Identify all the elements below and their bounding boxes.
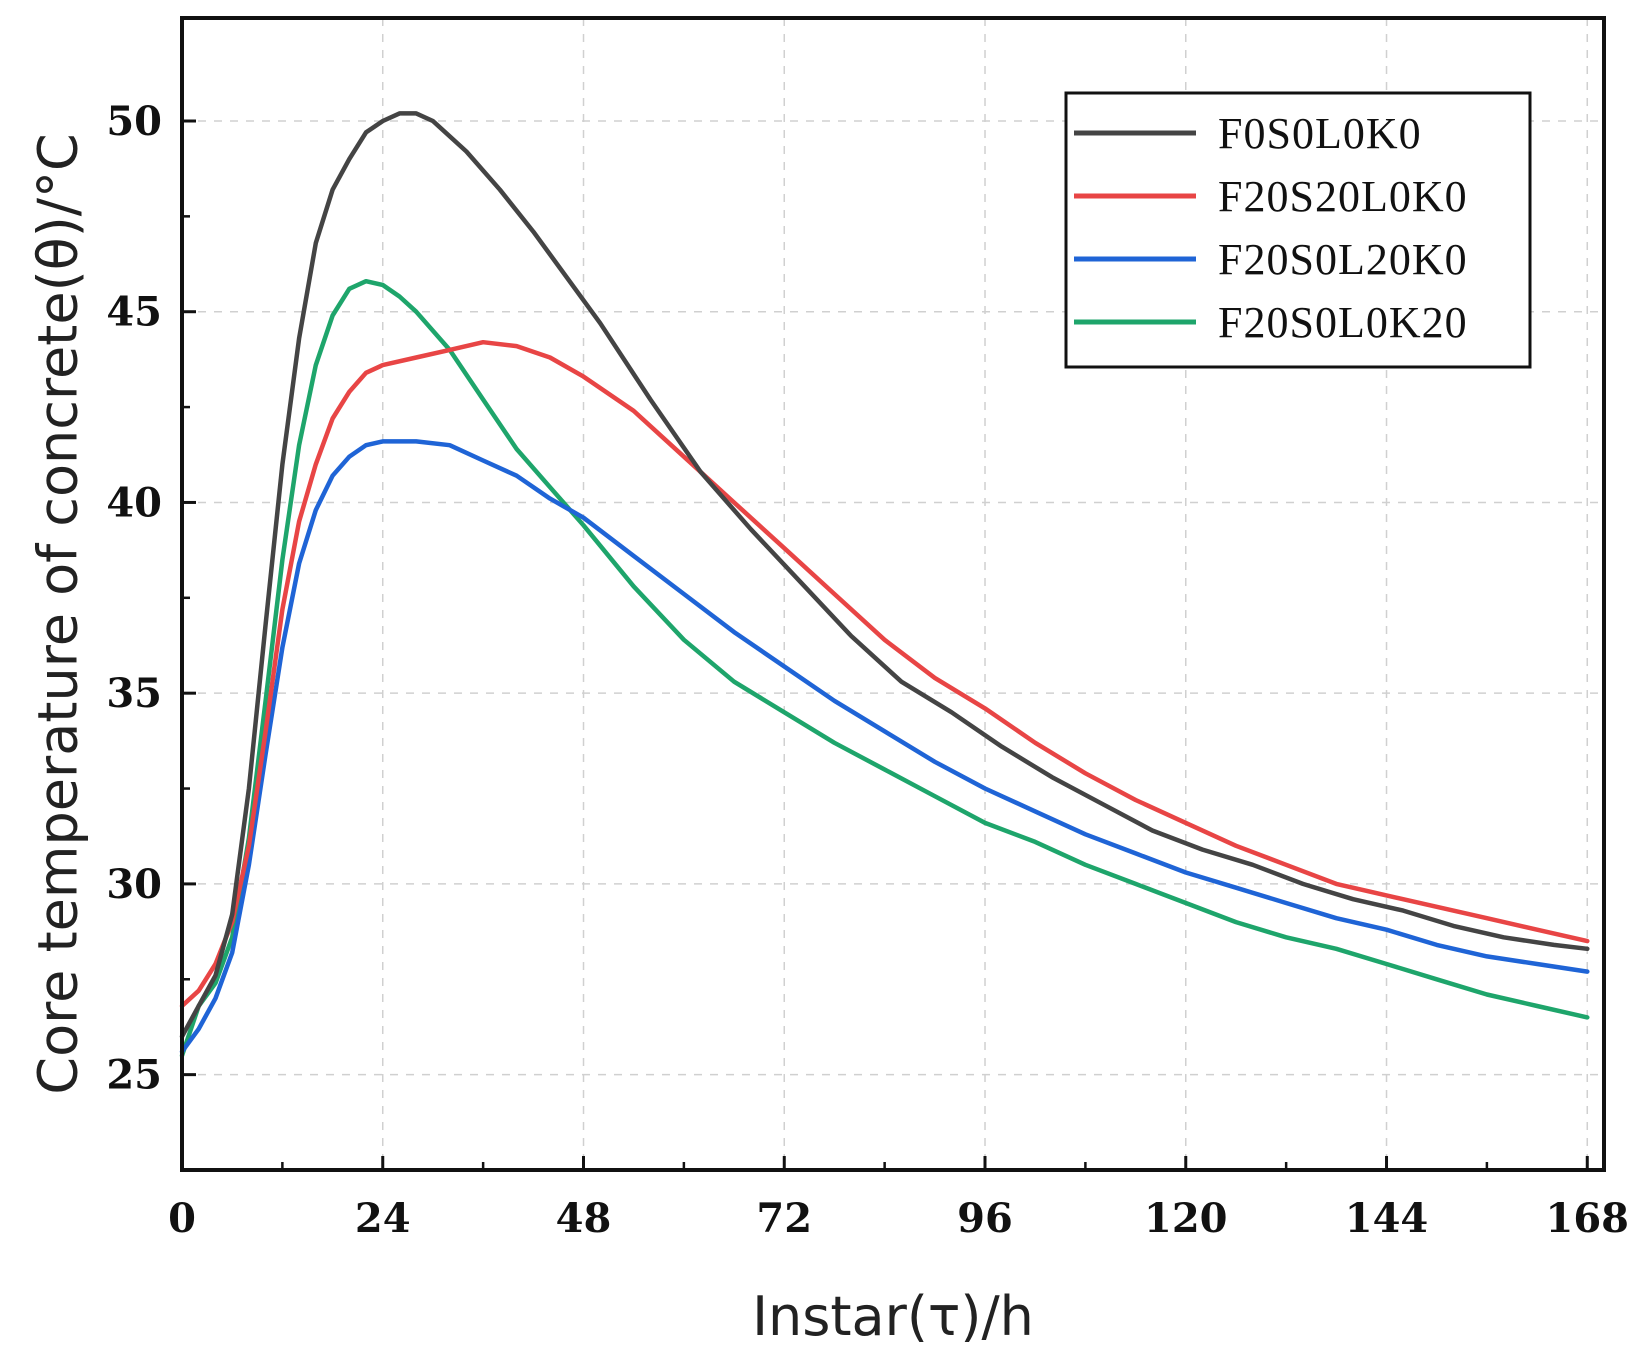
series-line-f20s0l20k0	[179, 439, 1590, 1054]
legend-label-f20s0l20k0: F20S0L20K0	[1218, 235, 1468, 284]
x-tick-label: 96	[957, 1195, 1013, 1242]
x-axis-title: Instar(τ)/h	[752, 1285, 1034, 1348]
y-tick-label: 25	[106, 1052, 162, 1099]
series-line-f0s0l0k0	[179, 111, 1590, 1039]
legend-label-f20s0l0k20: F20S0L0K20	[1218, 298, 1468, 347]
x-tick-label: 0	[168, 1195, 196, 1242]
x-tick-label: 72	[756, 1195, 812, 1242]
y-tick-label: 50	[106, 98, 162, 145]
series-line-f20s0l0k20	[179, 278, 1590, 1058]
x-tick-label: 24	[355, 1195, 411, 1242]
y-axis-title: Core temperature of concrete(θ)/°C	[27, 133, 90, 1094]
legend-label-f20s20l0k0: F20S20L0K0	[1218, 172, 1468, 221]
x-tick-label: 48	[556, 1195, 612, 1242]
y-tick-label: 45	[106, 289, 162, 336]
y-tick-label: 35	[106, 670, 162, 717]
legend: F0S0L0K0 F20S20L0K0 F20S0L20K0 F20S0L0K20	[1064, 91, 1532, 369]
series-lines	[179, 111, 1590, 1058]
plot-frame	[180, 16, 1606, 1172]
y-tick-label: 40	[106, 479, 162, 526]
legend-label-f0s0l0k0: F0S0L0K0	[1218, 109, 1422, 158]
y-tick-label: 30	[106, 861, 162, 908]
x-tick-label: 168	[1546, 1195, 1630, 1242]
x-tick-label: 144	[1345, 1195, 1429, 1242]
x-tick-label: 120	[1144, 1195, 1228, 1242]
axis-ticks: 0 24 48 72 96 120 144 168 25 30 35 40 45 50	[106, 98, 1629, 1242]
series-line-f20s20l0k0	[179, 339, 1590, 1009]
